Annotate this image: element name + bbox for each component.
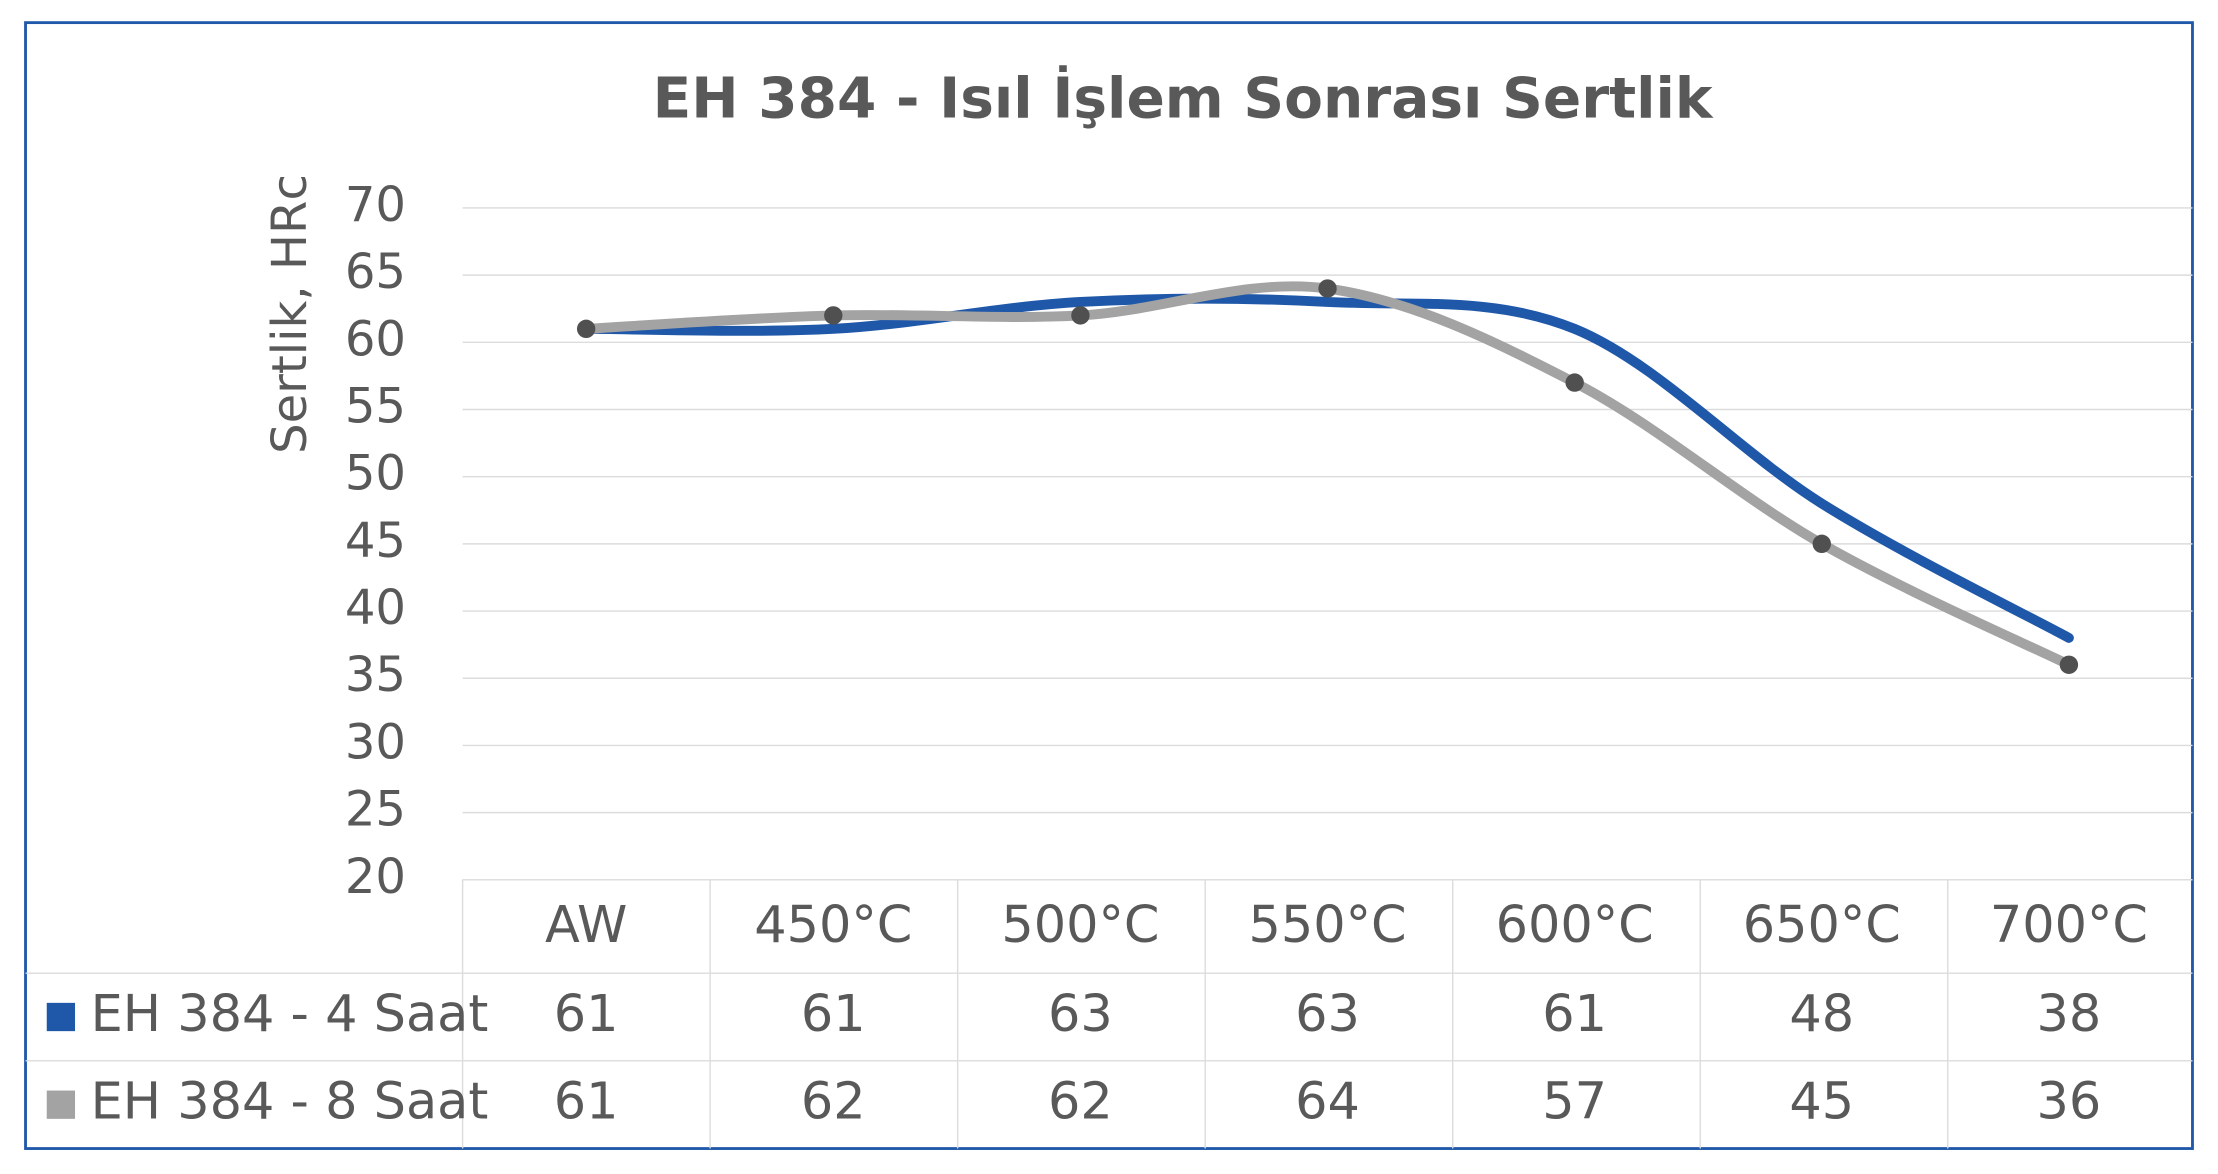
x-tick-label: 450°C bbox=[754, 896, 912, 955]
y-tick-label: 70 bbox=[345, 177, 406, 233]
x-tick-label: 700°C bbox=[1990, 896, 2148, 955]
x-tick-label: 500°C bbox=[1001, 896, 1159, 955]
point-marker bbox=[1071, 306, 1090, 325]
x-tick-label: 600°C bbox=[1496, 896, 1654, 955]
table-value: 61 bbox=[1542, 985, 1607, 1044]
y-tick-label: 35 bbox=[345, 647, 406, 703]
table-value: 36 bbox=[2037, 1073, 2102, 1132]
frame bbox=[24, 21, 2194, 1150]
legend-swatch bbox=[46, 1090, 76, 1119]
y-tick-label: 60 bbox=[345, 311, 406, 367]
table-value: 48 bbox=[1789, 985, 1854, 1044]
point-marker bbox=[576, 319, 596, 339]
point-marker bbox=[824, 306, 843, 325]
legend-swatch bbox=[46, 1002, 76, 1032]
table-value: 45 bbox=[1789, 1073, 1854, 1132]
table-value: 61 bbox=[554, 985, 619, 1044]
table-value: 62 bbox=[1048, 1073, 1113, 1132]
chart-title: EH 384 - Isıl İşlem Sonrası Sertlik bbox=[653, 64, 1714, 131]
y-axis-title: Sertlik, HRc bbox=[262, 174, 318, 454]
y-tick-label: 25 bbox=[345, 782, 406, 838]
table-value: 63 bbox=[1048, 985, 1113, 1044]
x-tick-label: 650°C bbox=[1743, 896, 1901, 955]
table-value: 63 bbox=[1295, 985, 1360, 1044]
y-tick-label: 45 bbox=[345, 513, 406, 569]
table-value: 61 bbox=[554, 1073, 619, 1132]
point-marker bbox=[1812, 534, 1831, 554]
legend-label: EH 384 - 8 Saat bbox=[91, 1073, 489, 1132]
x-tick-label: AW bbox=[545, 896, 627, 955]
y-tick-label: 50 bbox=[345, 446, 406, 502]
point-marker bbox=[2059, 655, 2079, 674]
y-tick-label: 55 bbox=[345, 378, 406, 434]
legend-label: EH 384 - 4 Saat bbox=[91, 985, 489, 1044]
y-tick-label: 30 bbox=[345, 714, 406, 770]
table-value: 62 bbox=[801, 1073, 866, 1132]
y-tick-label: 65 bbox=[345, 244, 406, 300]
point-marker bbox=[1565, 373, 1584, 392]
x-tick-label: 550°C bbox=[1248, 896, 1406, 955]
table-value: 61 bbox=[801, 985, 866, 1044]
table-value: 38 bbox=[2037, 985, 2102, 1044]
y-tick-label: 40 bbox=[345, 580, 406, 636]
table-value: 64 bbox=[1295, 1073, 1360, 1132]
table-value: 57 bbox=[1542, 1073, 1607, 1132]
series-line bbox=[581, 293, 2074, 643]
point-marker bbox=[1318, 279, 1337, 298]
y-tick-label: 20 bbox=[345, 849, 406, 905]
